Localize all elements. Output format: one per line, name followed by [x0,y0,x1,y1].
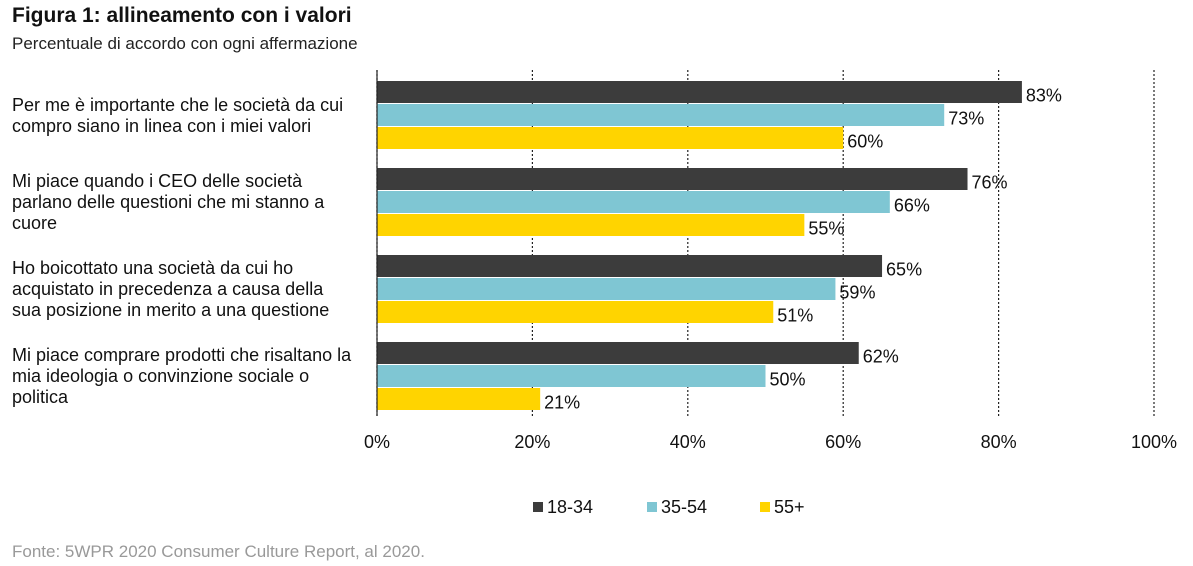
x-tick-label: 80% [981,432,1017,452]
legend-swatch [533,502,543,512]
x-tick-label: 40% [670,432,706,452]
x-tick-label: 60% [825,432,861,452]
bar [377,168,968,190]
bar [377,278,836,300]
value-label: 62% [863,346,899,366]
chart-title: Figura 1: allineamento con i valori [12,4,352,27]
bar [377,301,774,323]
category-label: Mi piace quando i CEO delle società parl… [12,171,325,233]
value-label: 60% [847,131,883,151]
value-label: 55% [808,218,844,238]
value-label: 21% [544,392,580,412]
value-label: 76% [972,172,1008,192]
bar [377,191,890,213]
value-label: 73% [948,108,984,128]
x-tick-label: 0% [364,432,390,452]
value-label: 66% [894,195,930,215]
x-tick-label: 20% [514,432,550,452]
legend-swatch [760,502,770,512]
chart-subtitle: Percentuale di accordo con ogni affermaz… [12,34,358,53]
x-tick-label: 100% [1131,432,1177,452]
bar [377,365,766,387]
bar [377,81,1022,103]
value-label: 51% [777,305,813,325]
bar [377,255,883,277]
legend-label: 18-34 [547,497,593,517]
value-label: 50% [770,369,806,389]
legend-swatch [647,502,657,512]
value-label: 65% [886,259,922,279]
category-label: Mi piace comprare prodotti che risaltano… [12,345,352,407]
bar [377,127,844,149]
bar [377,388,541,410]
category-label: Ho boicottato una società da cui ho acqu… [12,258,330,320]
category-label: Per me è importante che le società da cu… [12,94,344,136]
legend-label: 35-54 [661,497,707,517]
bar [377,104,945,126]
bar [377,342,859,364]
source-note: Fonte: 5WPR 2020 Consumer Culture Report… [12,542,425,561]
value-label: 59% [839,282,875,302]
legend-label: 55+ [774,497,805,517]
value-label: 83% [1026,85,1062,105]
bar [377,214,805,236]
